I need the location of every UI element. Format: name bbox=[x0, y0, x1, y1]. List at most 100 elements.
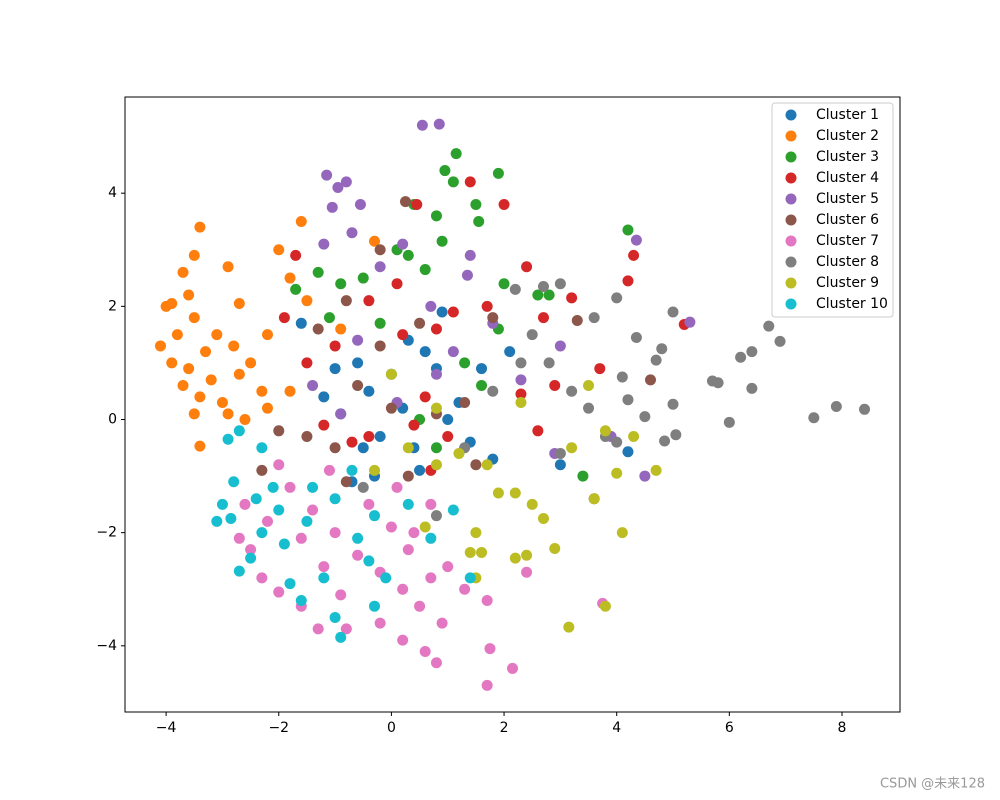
point bbox=[177, 380, 189, 392]
point bbox=[481, 459, 493, 471]
point bbox=[329, 527, 341, 539]
y-tick-label: 0 bbox=[108, 411, 117, 427]
point bbox=[588, 493, 600, 505]
point bbox=[450, 148, 462, 160]
point bbox=[414, 464, 426, 476]
plot-frame bbox=[124, 96, 901, 713]
point bbox=[583, 380, 595, 392]
point bbox=[397, 238, 409, 250]
legend-label: Cluster 6 bbox=[816, 212, 879, 228]
point bbox=[464, 546, 476, 558]
point bbox=[599, 600, 611, 612]
point bbox=[312, 323, 324, 335]
point bbox=[746, 382, 758, 394]
point bbox=[385, 368, 397, 380]
point bbox=[526, 329, 538, 341]
point bbox=[233, 565, 245, 577]
point bbox=[515, 357, 527, 369]
point bbox=[346, 436, 358, 448]
point bbox=[369, 510, 381, 522]
point bbox=[233, 532, 245, 544]
point bbox=[543, 289, 555, 301]
point bbox=[385, 402, 397, 414]
point bbox=[307, 504, 319, 516]
series bbox=[211, 425, 476, 643]
point bbox=[419, 521, 431, 533]
point bbox=[616, 371, 628, 383]
point bbox=[509, 487, 521, 499]
legend-marker bbox=[785, 109, 797, 121]
point bbox=[346, 227, 358, 239]
point bbox=[290, 283, 302, 295]
point bbox=[537, 281, 549, 293]
point bbox=[318, 419, 330, 431]
point bbox=[492, 487, 504, 499]
x-tick-label: 6 bbox=[725, 720, 734, 736]
point bbox=[639, 470, 651, 482]
point bbox=[335, 408, 347, 420]
point bbox=[256, 572, 268, 584]
point bbox=[464, 572, 476, 584]
point bbox=[256, 464, 268, 476]
point bbox=[326, 201, 338, 213]
point bbox=[487, 312, 499, 324]
point bbox=[233, 298, 245, 310]
point bbox=[374, 430, 386, 442]
point bbox=[402, 470, 414, 482]
point bbox=[301, 295, 313, 307]
point bbox=[408, 527, 420, 539]
point bbox=[630, 234, 642, 246]
point bbox=[433, 118, 445, 130]
point bbox=[611, 467, 623, 479]
point bbox=[644, 374, 656, 386]
point bbox=[374, 340, 386, 352]
point bbox=[171, 329, 183, 341]
point bbox=[290, 249, 302, 261]
point bbox=[222, 408, 234, 420]
point bbox=[374, 244, 386, 256]
point bbox=[154, 340, 166, 352]
point bbox=[363, 385, 375, 397]
point bbox=[357, 442, 369, 454]
point bbox=[391, 481, 403, 493]
point bbox=[357, 481, 369, 493]
point bbox=[442, 430, 454, 442]
point bbox=[188, 312, 200, 324]
point bbox=[476, 363, 488, 375]
point bbox=[639, 411, 651, 423]
point bbox=[430, 510, 442, 522]
point bbox=[470, 459, 482, 471]
point bbox=[630, 331, 642, 343]
point bbox=[419, 645, 431, 657]
point bbox=[509, 283, 521, 295]
point bbox=[273, 459, 285, 471]
point bbox=[430, 442, 442, 454]
point bbox=[763, 320, 775, 332]
legend-label: Cluster 2 bbox=[816, 128, 879, 144]
point bbox=[399, 196, 411, 208]
point bbox=[667, 398, 679, 410]
point bbox=[261, 515, 273, 527]
point bbox=[532, 425, 544, 437]
point bbox=[228, 340, 240, 352]
point bbox=[470, 527, 482, 539]
point bbox=[295, 532, 307, 544]
point bbox=[509, 552, 521, 564]
point bbox=[228, 476, 240, 488]
point bbox=[563, 621, 575, 633]
point bbox=[245, 357, 257, 369]
legend-marker bbox=[785, 151, 797, 163]
point bbox=[329, 442, 341, 454]
point bbox=[194, 440, 206, 452]
point bbox=[447, 176, 459, 188]
point bbox=[340, 295, 352, 307]
point bbox=[659, 435, 671, 447]
point bbox=[188, 249, 200, 261]
point bbox=[487, 385, 499, 397]
point bbox=[222, 433, 234, 445]
point bbox=[735, 351, 747, 363]
point bbox=[554, 459, 566, 471]
point bbox=[419, 391, 431, 403]
point bbox=[188, 408, 200, 420]
point bbox=[239, 498, 251, 510]
